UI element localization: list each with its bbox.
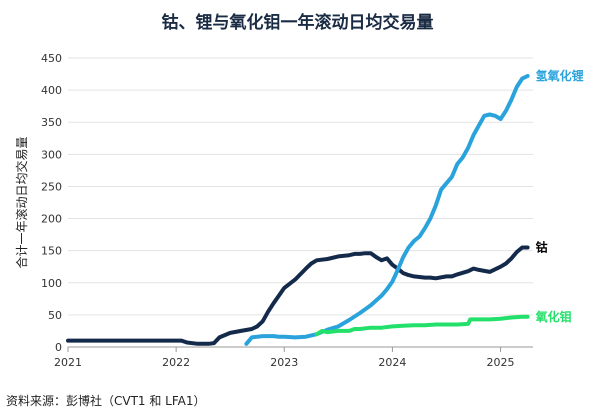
y-tick-label: 0 (55, 341, 62, 354)
y-tick-label: 400 (41, 84, 62, 97)
source-note: 资料来源：彭博社（CVT1 和 LFA1） (6, 394, 206, 408)
series-end-label: 氢氧化锂 (536, 68, 584, 83)
x-tick-label: 2024 (378, 356, 406, 369)
gridlines (68, 57, 533, 316)
y-tick-label: 450 (41, 52, 62, 65)
series-end-label: 钴 (536, 239, 548, 254)
y-tick-label: 200 (41, 213, 62, 226)
series-line-0 (66, 245, 530, 346)
x-tick-label: 2023 (270, 356, 298, 369)
x-tick-label: 2021 (54, 356, 82, 369)
y-axis-label: 合计一年滚动日均交易量 (14, 136, 29, 268)
series-end-label: 氧化钼 (535, 309, 572, 324)
y-tick-label: 300 (41, 148, 62, 161)
y-tick-label: 250 (41, 180, 62, 193)
y-axis-ticks: 0 50 100 150 200 250 300 350 400 450 (41, 52, 62, 354)
y-tick-label: 150 (41, 245, 62, 258)
y-tick-label: 50 (48, 309, 62, 322)
y-tick-label: 350 (41, 116, 62, 129)
x-tick-label: 2025 (487, 356, 515, 369)
series-line-2 (314, 314, 530, 337)
series-line-1 (244, 74, 530, 346)
x-axis-ticks: 2021 2022 2023 2024 2025 (54, 347, 515, 369)
x-tick-label: 2022 (162, 356, 190, 369)
series-lines (66, 74, 530, 346)
y-tick-label: 100 (41, 277, 62, 290)
chart-title: 钴、锂与氧化钼一年滚动日均交易量 (161, 13, 434, 33)
